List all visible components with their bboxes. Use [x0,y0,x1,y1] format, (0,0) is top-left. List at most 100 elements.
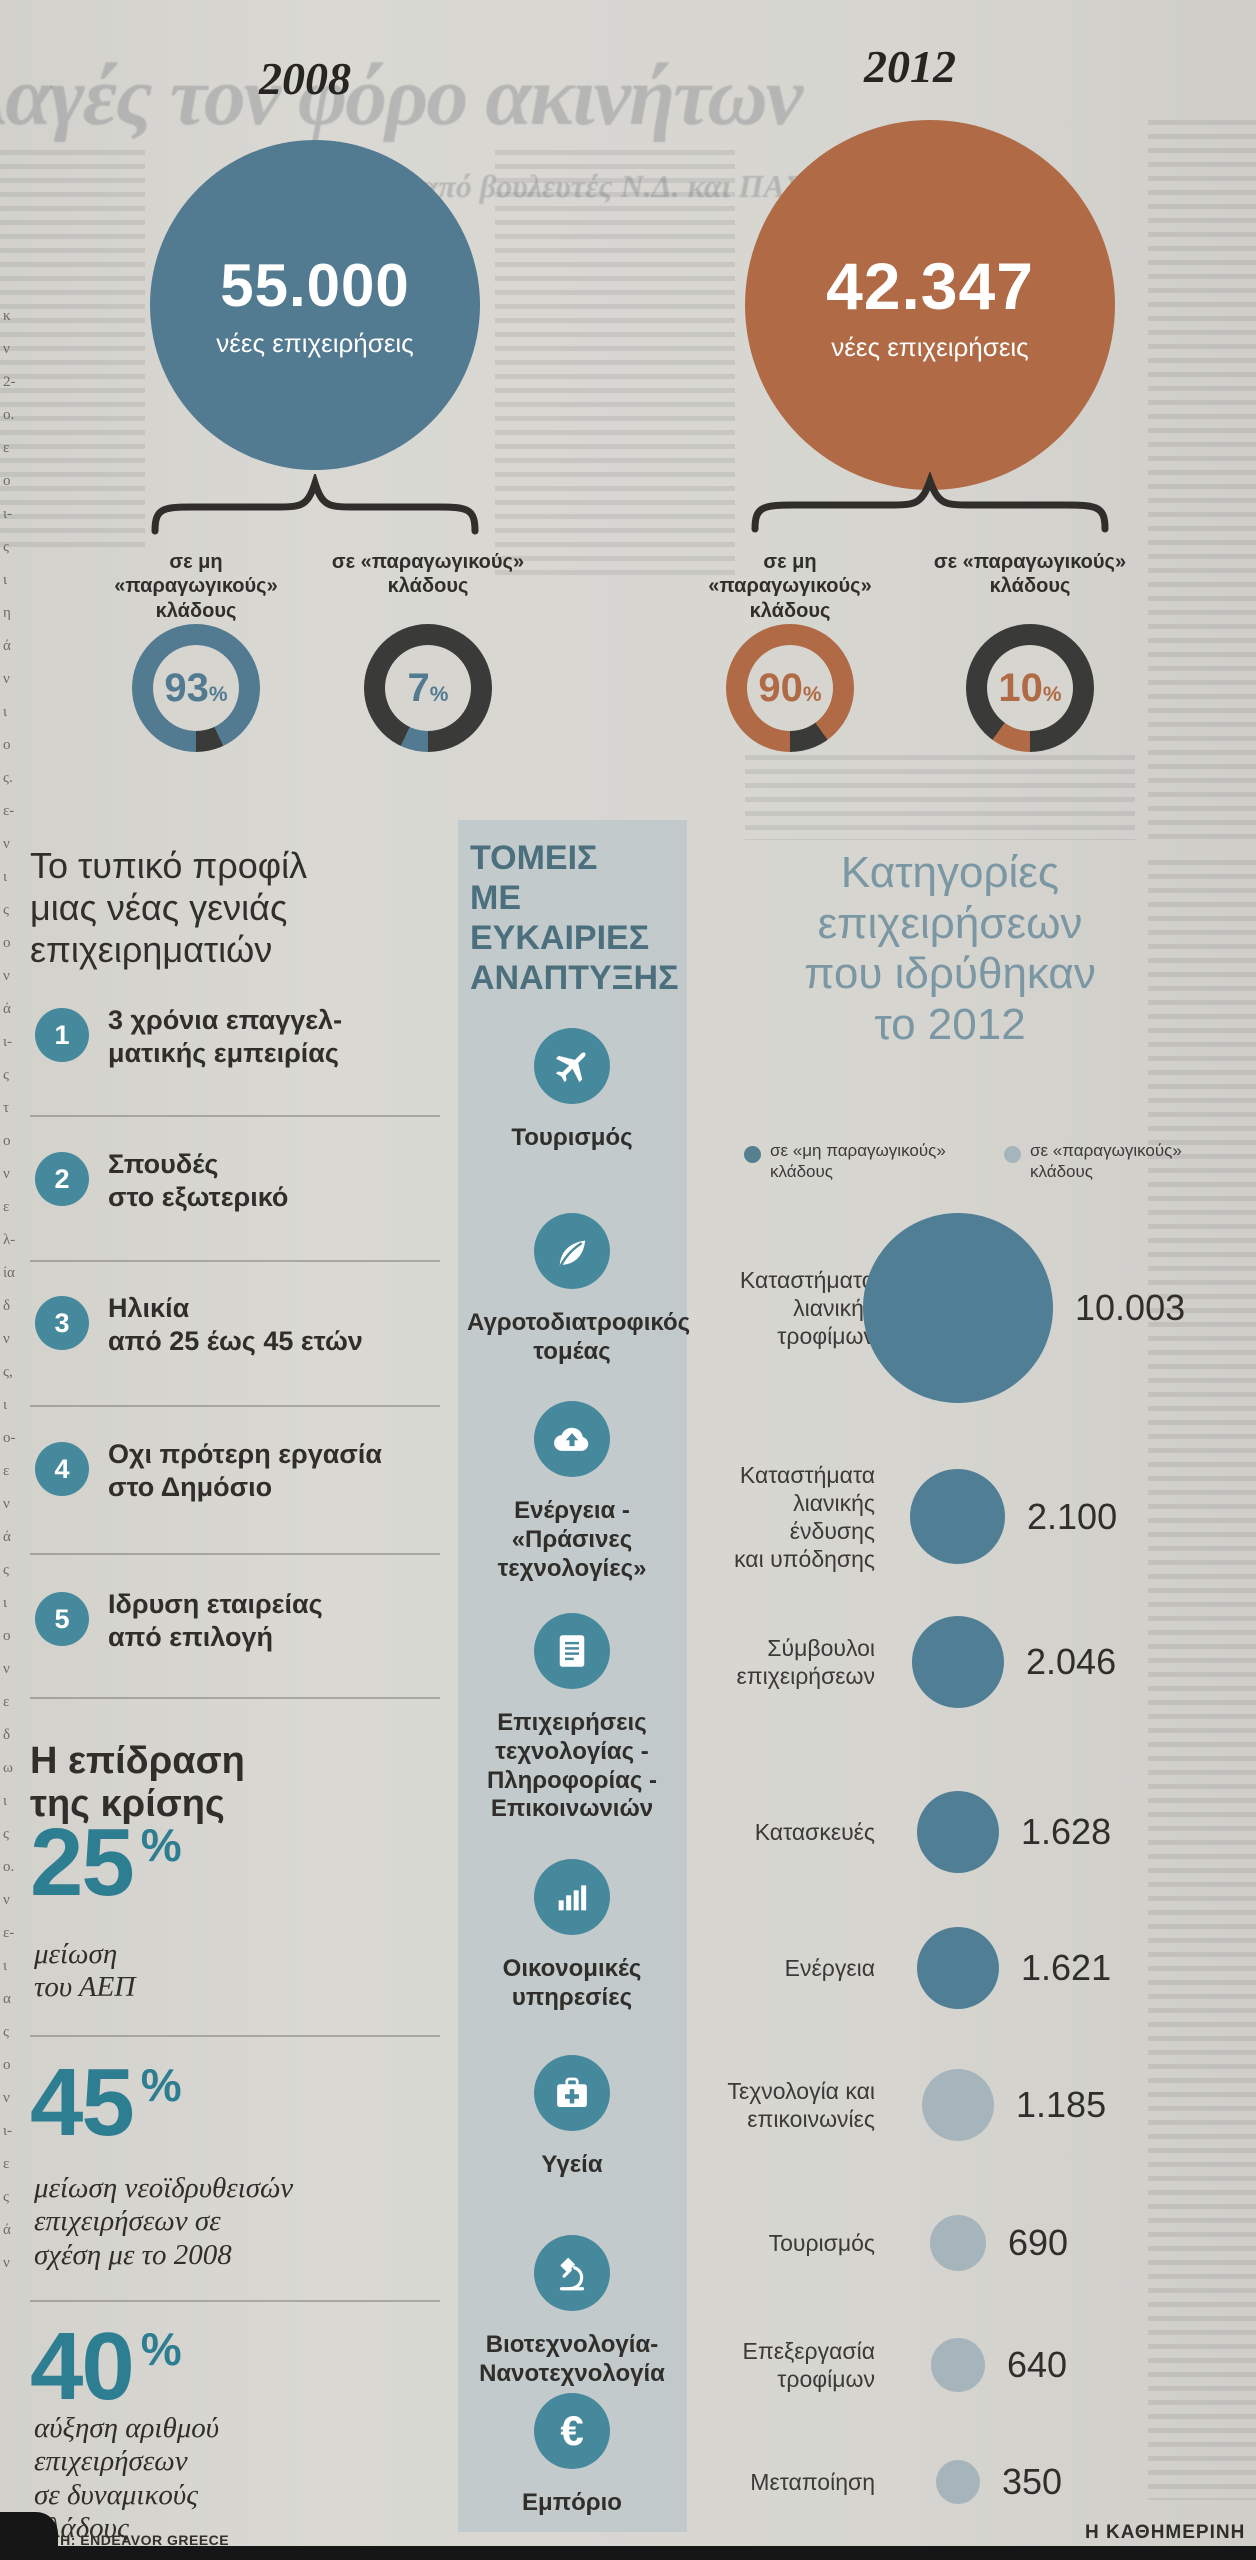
bubble-consultants [912,1616,1004,1708]
sector-label: Αγροτοδιατροφικός τομέας [467,1309,691,1365]
impact-stat-value: 45% [30,2049,182,2156]
donut-value: 10% [998,665,1062,710]
bubble-label: Ενέργεια [784,1954,875,1981]
total-2008-circle: 55.000 νέες επιχειρήσεις [150,140,480,470]
impact-stat-desc: αύξηση αριθμού επιχειρήσεων σε δυναμικού… [34,2412,220,2545]
donut-hole [747,645,833,731]
donut-hole [153,645,239,731]
profile-item-text: Σπουδές στο εξωτερικό [108,1149,289,1212]
sector-label: Τουρισμός [511,1124,633,1151]
legend-label: σε «μη παραγωγικούς» κλάδους [770,1141,946,1182]
bubble-value: 10.003 [1075,1287,1186,1328]
donut-chart-2008-nonproductive: 93% [132,624,260,752]
divider [30,2035,440,2037]
sector-label: Εμπόριο [522,2489,622,2516]
legend-label: σε «παραγωγικούς» κλάδους [1030,1141,1182,1182]
plane-icon [534,1028,610,1104]
bubble-technology [922,2069,994,2141]
sector-label: Ενέργεια - «Πράσινες τεχνολογίες» [497,1497,647,1582]
bleed-text-block [1148,860,1256,2500]
bubble-construction [917,1791,999,1873]
bleed-text-block [0,150,145,550]
divider [30,1405,440,1407]
sector-label: Υγεία [541,2151,603,2178]
sector-label: Οικονομικές υπηρεσίες [502,1955,642,2011]
bubble-food-processing [931,2338,985,2392]
bubble-value: 1.185 [1016,2084,1107,2125]
sector-label: Επιχειρήσεις τεχνολογίας - Πληροφορίας -… [486,1709,658,1823]
bubble-label: Καταστήματα λιανικής ένδυσης και υπόδηση… [734,1461,875,1573]
bubble-value: 640 [1007,2344,1068,2385]
microscope-icon [534,2235,610,2311]
profile-title: Το τυπικό προφίλ μιας νέας γενιάς επιχει… [30,845,308,970]
donut-label-2012-productive: σε «παραγωγικούς» κλάδους [933,551,1127,598]
impact-stat-desc: μείωση του ΑΕΠ [34,1938,136,2004]
donut-label-2012-nonproductive: σε μη «παραγωγικούς» κλάδους [708,551,872,622]
profile-item-text: Ιδρυση εταιρείας από επιλογή [108,1589,323,1652]
bubble-label: Σύμβουλοι επιχειρήσεων [736,1634,875,1689]
divider [30,2300,440,2302]
bubble-manufacturing [936,2460,980,2504]
bubble-label: Κατασκευές [754,1818,875,1845]
legend-dot-productive [1004,1146,1021,1163]
scan-corner-blob [0,2512,58,2560]
leaf-icon [534,1213,610,1289]
bubble-tourism [930,2215,986,2271]
total-2008-caption: νέες επιχειρήσεις [216,328,414,358]
source-credit: ΠΗΓΗ: ENDEAVOR GREECE [30,2532,230,2548]
newspaper-brand: Η ΚΑΘΗΜΕΡΙΝΗ [1085,2522,1246,2543]
profile-item-text: 3 χρόνια επαγγελ- ματικής εμπειρίας [108,1005,343,1068]
bleed-text-block [745,755,1135,840]
total-2012-caption: νέες επιχειρήσεις [831,331,1029,362]
categories-title: Κατηγορίες επιχειρήσεων που ιδρύθηκαν το… [804,848,1096,1049]
bubble-energy [917,1927,999,2009]
profile-number-badge-3: 3 [35,1296,89,1350]
sector-label: Βιοτεχνολογία- Νανοτεχνολογία [479,2331,665,2387]
donut-value: 90% [758,665,822,710]
bubble-label: Μεταποίηση [750,2468,875,2495]
year-2008-label: 2008 [259,53,351,104]
impact-stat-desc: μείωση νεοϊδρυθεισών επιχειρήσεων σε σχέ… [34,2172,294,2271]
donut-label-2008-nonproductive: σε μη «παραγωγικούς» κλάδους [114,551,278,622]
legend-dot-nonproductive [744,1146,761,1163]
bubble-value: 1.621 [1021,1947,1112,1988]
bleed-text-block [1148,120,1256,840]
bubble-clothing-retail [910,1469,1005,1564]
total-2012-value: 42.347 [826,248,1034,323]
divider [30,1260,440,1262]
donut-value: 93% [164,665,228,710]
bubble-label: Καταστήματα λιανικής τροφίμων [739,1266,875,1350]
sectors-title: ΤΟΜΕΙΣ ΜΕ ΕΥΚΑΙΡΙΕΣ ΑΝΑΠΤΥΞΗΣ [470,839,679,998]
donut-chart-2012-nonproductive: 90% [726,624,854,752]
impact-stat-value: 25% [30,1809,182,1916]
bubble-value: 350 [1002,2461,1063,2502]
bleed-headline: λαγές τον φόρο ακινήτων [0,50,803,143]
profile-number-badge-2: 2 [35,1152,89,1206]
impact-title: Η επίδραση της κρίσης [30,1740,245,1825]
donut-chart-2012-productive: 10% [966,624,1094,752]
green-energy-icon [534,1401,610,1477]
profile-number-badge-4: 4 [35,1442,89,1496]
donut-chart-2008-productive: 7% [364,624,492,752]
bubble-value: 1.628 [1021,1811,1112,1852]
donut-hole [385,645,471,731]
bubble-label: Τουρισμός [768,2229,875,2256]
split-brace-2008 [151,474,479,535]
divider [30,1553,440,1555]
donut-label-2008-productive: σε «παραγωγικούς» κλάδους [331,551,525,598]
impact-stat-value: 40% [30,2313,182,2420]
donut-value: 7% [407,665,449,710]
medkit-icon [534,2055,610,2131]
divider [30,1115,440,1117]
bubble-value: 2.100 [1027,1496,1118,1537]
total-2008-value: 55.000 [220,252,410,319]
euro-icon: € [534,2393,610,2469]
bubble-label: Τεχνολογία και επικοινωνίες [727,2077,875,2132]
split-brace-2012 [751,472,1109,533]
total-2012-circle: 42.347 νέες επιχειρήσεις [745,120,1115,490]
divider [30,1697,440,1699]
profile-number-badge-5: 5 [35,1592,89,1646]
bleed-edge-fragments: κ ν 2- ο. ε ο ι- ς ι η ά ν ι ο ς. ε- ν ι… [3,308,16,2271]
profile-item-text: Ηλικία από 25 έως 45 ετών [108,1293,363,1356]
